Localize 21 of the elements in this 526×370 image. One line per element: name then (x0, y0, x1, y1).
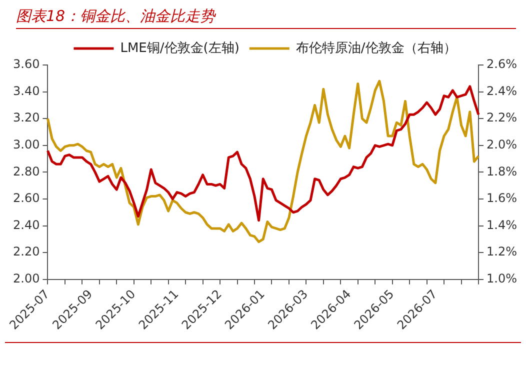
y-tick-label: 2.40 (13, 218, 40, 232)
y-tick-label: 2.60 (13, 191, 40, 206)
y2-tick-label: 2.0% (486, 138, 518, 152)
y2-tick-label: 2.6% (486, 57, 518, 72)
y2-tick-label: 2.2% (486, 110, 518, 125)
y-tick-label: 3.00 (13, 138, 40, 152)
y-tick-label: 2.80 (13, 164, 40, 178)
y-tick-label: 2.00 (13, 271, 40, 286)
y2-tick-label: 2.4% (486, 84, 518, 98)
y-tick-label: 2.20 (13, 244, 40, 259)
y-tick-label: 3.20 (13, 110, 40, 125)
y2-tick-label: 1.0% (486, 271, 518, 286)
y2-tick-label: 1.6% (486, 191, 518, 206)
y-tick-label: 3.60 (13, 57, 40, 72)
y2-tick-label: 1.8% (486, 164, 518, 178)
legend-label: 布伦特原油/伦敦金（右轴） (296, 40, 456, 56)
y-tick-label: 3.40 (13, 84, 40, 98)
chart-title: 图表18：铜金比、油金比走势 (16, 4, 516, 29)
y2-tick-label: 1.4% (486, 218, 518, 232)
legend-label: LME铜/伦敦金(左轴) (120, 40, 240, 56)
y2-tick-label: 1.2% (486, 244, 518, 259)
